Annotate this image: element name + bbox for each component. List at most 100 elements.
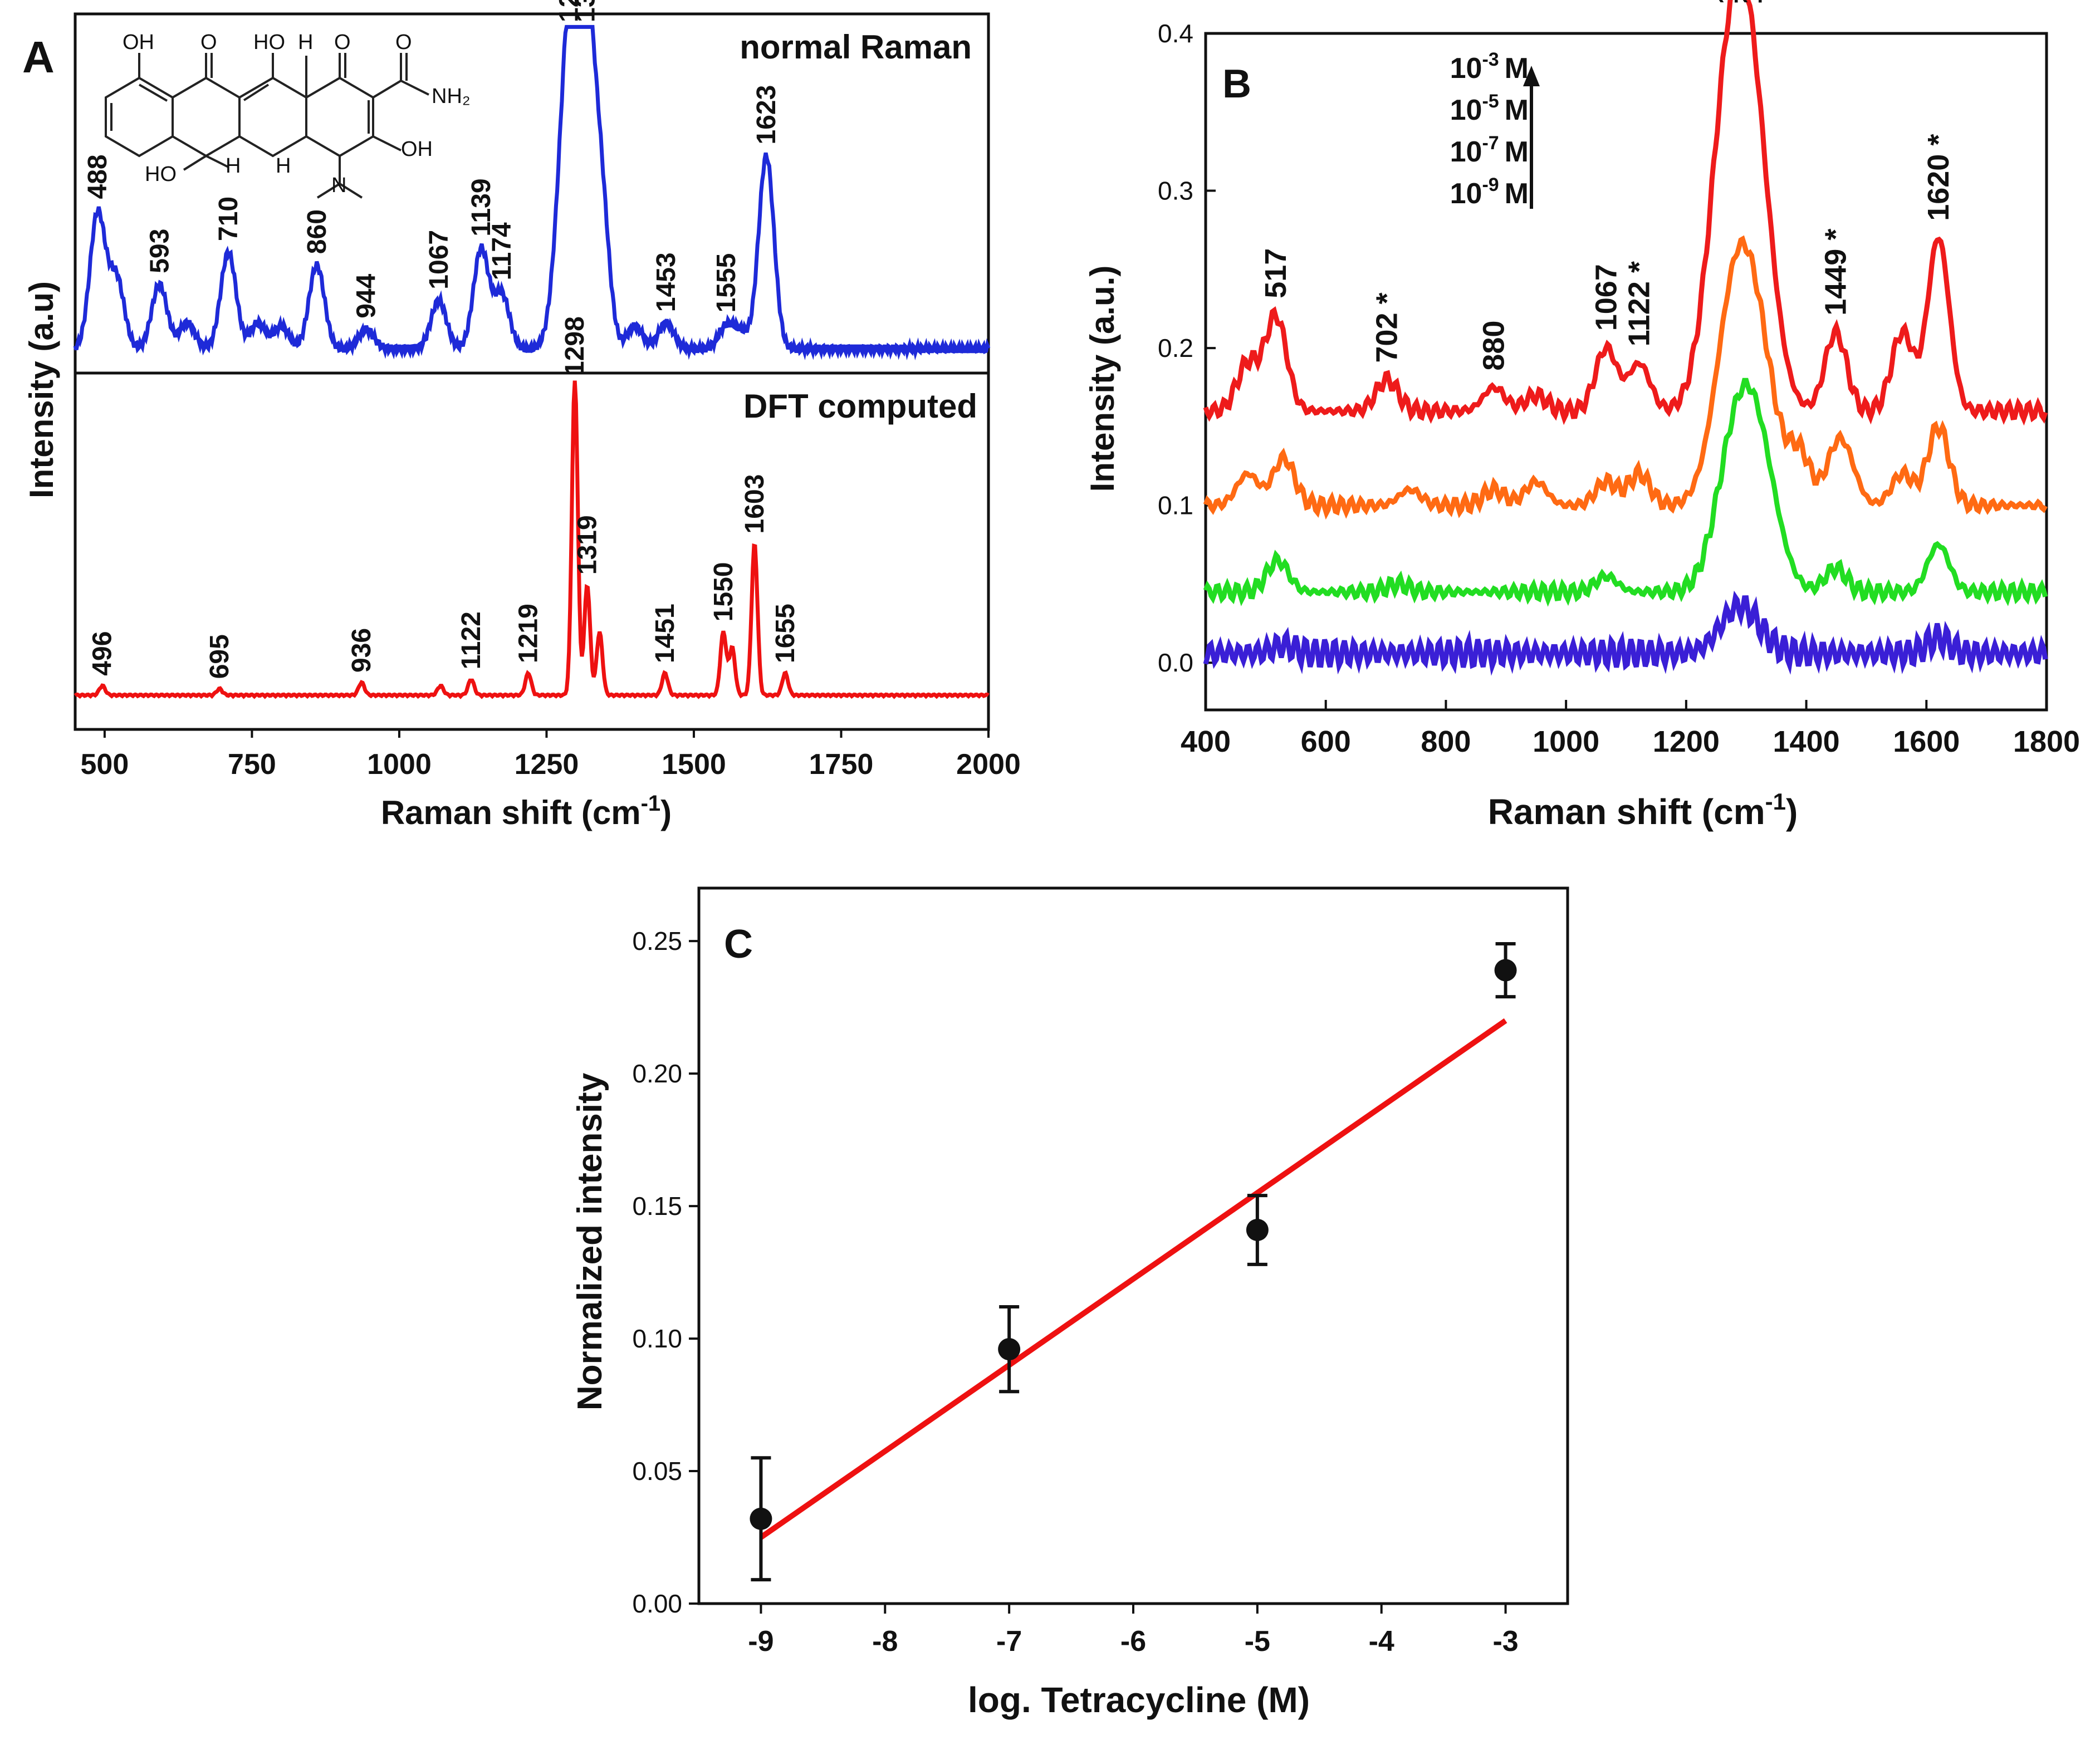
atom-label: HO (145, 163, 177, 186)
panel-b-frame (1204, 32, 2048, 712)
peak-label: 1623 (752, 85, 781, 145)
legend-entry: 10-9 M (1450, 174, 1529, 210)
peak-label: 1067 (424, 230, 454, 290)
panel-a-bottom-title: DFT computed (743, 388, 977, 425)
peak-label: 1288 (555, 0, 584, 22)
panel-a-xlabel: Raman shift (cm-1) (381, 791, 672, 831)
peak-label: 593 (145, 229, 174, 273)
y-tick-label: 0.0 (1158, 648, 1193, 677)
peak-label: 702 * (1370, 292, 1404, 362)
x-tick-label: 1250 (515, 748, 579, 781)
x-tick-label: -3 (1492, 1625, 1518, 1658)
peak-label: 1620 * (1922, 134, 1955, 221)
atom-label: O (334, 31, 351, 54)
x-tick-label: 1200 (1653, 725, 1720, 758)
peak-label: 517 (1259, 248, 1293, 298)
y-tick-label: 0.25 (632, 927, 682, 955)
legend-entry: 10-7 M (1450, 133, 1529, 168)
y-tick-label: 0.20 (632, 1059, 682, 1088)
panel-a-top-title: normal Raman (740, 28, 972, 66)
atom-label: HO (253, 31, 285, 54)
y-tick-label: 0.10 (632, 1324, 682, 1353)
panel-b-xlabel: Raman shift (cm-1) (1488, 788, 1798, 832)
structure-labels: OH O HO H O O NH₂ OH HO H H N (123, 31, 471, 197)
x-tick-label: 2000 (956, 748, 1021, 781)
panel-c-frame (697, 886, 1569, 1605)
x-tick-label: -5 (1245, 1625, 1270, 1658)
peak-label: 936 (347, 628, 376, 673)
y-tick-label: 0.3 (1158, 177, 1193, 205)
peak-label: 1451 (650, 604, 680, 663)
peak-label: 1219 (514, 604, 544, 663)
spectrum-trace (1203, 378, 2048, 607)
peak-label: 695 (205, 634, 234, 679)
data-point (750, 1507, 772, 1530)
x-tick-label: 600 (1301, 725, 1351, 758)
peak-label: 1122 * (1623, 261, 1656, 346)
spectrum-trace (1203, 235, 2048, 520)
panel-c-letter: C (724, 922, 753, 967)
peak-label: 1555 (712, 253, 741, 313)
y-tick-label: 0.4 (1158, 19, 1193, 48)
fit-line (759, 1018, 1507, 1540)
y-tick-label: 0.05 (632, 1457, 682, 1486)
x-tick-label: -9 (748, 1625, 774, 1658)
peak-label: 1067 (1589, 264, 1623, 331)
atom-label: OH (123, 31, 154, 54)
x-tick-label: 1750 (809, 748, 874, 781)
peak-label: 1449 * (1819, 229, 1852, 316)
panel-b-letter: B (1222, 62, 1251, 106)
y-tick-label: 0.15 (632, 1192, 682, 1221)
data-point (998, 1338, 1021, 1361)
panel-b-ylabel: Intensity (a.u.) (1084, 266, 1121, 492)
peak-label: 944 (352, 273, 381, 318)
y-tick-label: 0.00 (632, 1589, 682, 1618)
panel-b: 400 600 800 1000 1200 1400 1600 1800 0.0 0.1 0.2 0.… (1084, 0, 2080, 832)
concentration-legend: 10-3 M 10-5 M 10-7 M 10-9 M (1450, 49, 1540, 210)
dft-computed-trace (74, 380, 990, 699)
tetracycline-structure (105, 53, 429, 199)
peak-label: 1316 (571, 0, 600, 22)
peak-label: 1603 (740, 474, 770, 534)
y-tick-label: 0.1 (1158, 491, 1193, 520)
panel-a-letter: A (22, 32, 55, 82)
peak-label: 1309 * (1735, 0, 1768, 4)
x-tick-label: 1500 (662, 748, 726, 781)
x-tick-label: -6 (1120, 1625, 1146, 1658)
peak-label: 488 (83, 154, 112, 199)
atom-label: H (276, 154, 291, 178)
x-tick-label: 500 (81, 748, 129, 781)
peak-label: 880 (1477, 321, 1511, 371)
peak-label: 1298 (560, 316, 590, 376)
peak-label: 1319 (573, 515, 603, 575)
peak-label: 1550 (709, 562, 738, 622)
x-tick-label: 1600 (1893, 725, 1960, 758)
normal-raman-trace (73, 24, 991, 361)
spectrum-trace (1203, 590, 2048, 676)
x-tick-label: -7 (996, 1625, 1022, 1658)
atom-label: OH (401, 138, 433, 161)
spectrum-trace (1203, 0, 2048, 426)
x-tick-label: 800 (1421, 725, 1471, 758)
x-tick-label: -8 (872, 1625, 898, 1658)
peak-label: 860 (302, 209, 332, 254)
legend-arrowhead (1523, 66, 1540, 86)
data-point (1494, 959, 1517, 982)
x-tick-label: 400 (1181, 725, 1231, 758)
peak-label: 1655 (771, 604, 800, 663)
x-tick-label: 1000 (367, 748, 432, 781)
atom-label: O (395, 31, 412, 54)
panel-c-ylabel: Normalized intensity (571, 1072, 609, 1410)
panel-c: -9 -8 -7 -6 -5 -4 -3 0.00 0.05 0.10 0.15 0.20 0.25 N… (571, 886, 1569, 1720)
y-tick-label: 0.2 (1158, 334, 1193, 362)
peak-label: 710 (214, 197, 243, 241)
x-tick-label: 1000 (1533, 725, 1599, 758)
atom-label: O (200, 31, 217, 54)
atom-label: N (331, 174, 346, 197)
peak-label: 1174 (487, 222, 517, 280)
panel-a-ylabel: Intensity (a.u) (23, 281, 60, 498)
atom-label: H (226, 154, 241, 178)
legend-entry: 10-5 M (1450, 91, 1529, 126)
x-tick-label: 750 (228, 748, 276, 781)
